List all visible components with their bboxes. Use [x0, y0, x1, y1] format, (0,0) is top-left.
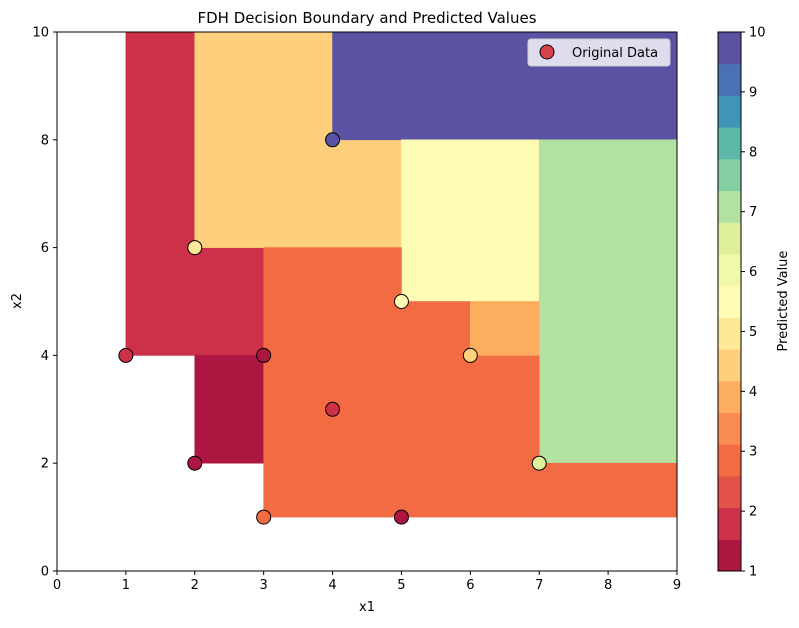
x-tick-label: 5 — [397, 578, 405, 593]
data-point — [256, 347, 272, 363]
x-tick-label: 9 — [673, 578, 681, 593]
colorbar-band — [718, 444, 741, 477]
colorbar-tick-label: 3 — [749, 445, 757, 460]
data-point — [531, 455, 547, 471]
colorbar-tick-label: 6 — [749, 265, 757, 280]
colorbar-tick-label: 7 — [749, 205, 757, 220]
x-tick-label: 2 — [191, 578, 199, 593]
colorbar-band — [718, 190, 741, 223]
decision-region — [401, 355, 540, 518]
y-tick-label: 10 — [32, 26, 49, 41]
colorbar-band — [718, 285, 741, 318]
colorbar-band — [718, 317, 741, 350]
data-point — [256, 509, 272, 525]
x-tick-label: 0 — [53, 578, 61, 593]
legend-marker — [539, 44, 555, 60]
data-point — [393, 509, 409, 525]
decision-region — [194, 247, 264, 356]
x-tick-label: 4 — [328, 578, 336, 593]
decision-region — [538, 139, 678, 464]
legend: Original Data — [527, 38, 671, 67]
colorbar-band — [718, 349, 741, 382]
decision-region — [194, 31, 333, 248]
decision-region — [263, 247, 402, 518]
data-point — [393, 294, 409, 309]
colorbar-band — [718, 127, 741, 160]
colorbar-band — [718, 475, 741, 509]
decision-region — [125, 31, 196, 356]
data-point — [325, 401, 341, 417]
colorbar-tick-label: 4 — [749, 385, 757, 400]
colorbar-tick-label: 1 — [749, 565, 757, 580]
colorbar-band — [718, 63, 741, 96]
colorbar-tick-label: 8 — [749, 145, 757, 160]
colorbar-band — [718, 253, 741, 287]
colorbar-ticks: 1 2 3 4 5 6 7 8 9 10 — [741, 26, 766, 580]
data-point — [187, 240, 203, 256]
decision-region — [332, 139, 402, 248]
colorbar-band — [718, 539, 741, 572]
legend-box — [527, 38, 671, 67]
y-tick-label: 0 — [41, 565, 49, 580]
data-point — [118, 347, 134, 363]
colorbar-tick-label: 9 — [749, 85, 757, 100]
x-tick-label: 1 — [122, 578, 130, 593]
x-axis-ticks: 0 1 2 3 4 5 6 7 8 9 — [53, 571, 681, 593]
colorbar-band — [718, 507, 741, 540]
colorbar — [718, 32, 741, 572]
decision-region — [194, 355, 264, 464]
legend-label: Original Data — [572, 46, 658, 61]
x-axis-label: x1 — [359, 600, 375, 615]
x-tick-label: 8 — [604, 578, 612, 593]
decision-region — [401, 301, 471, 356]
decision-region — [470, 301, 540, 356]
y-tick-label: 2 — [41, 457, 49, 472]
decision-regions — [125, 31, 678, 518]
y-axis-label: x2 — [10, 293, 25, 309]
colorbar-band — [718, 95, 741, 128]
decision-region — [538, 462, 678, 518]
y-tick-label: 8 — [41, 133, 49, 148]
y-tick-label: 6 — [41, 241, 49, 256]
colorbar-band — [718, 380, 741, 413]
colorbar-label: Predicted Value — [776, 251, 791, 352]
x-tick-label: 7 — [535, 578, 543, 593]
colorbar-band — [718, 158, 741, 192]
data-point — [325, 132, 341, 148]
y-axis-ticks: 0 2 4 6 8 10 — [32, 26, 57, 580]
colorbar-frame — [717, 31, 742, 572]
colorbar-tick-label: 5 — [749, 325, 757, 340]
y-tick-label: 4 — [41, 349, 49, 364]
x-tick-label: 6 — [466, 578, 474, 593]
colorbar-tick-label: 10 — [749, 26, 766, 41]
data-point — [187, 455, 203, 471]
chart-title: FDH Decision Boundary and Predicted Valu… — [197, 9, 536, 27]
colorbar-band — [718, 412, 741, 445]
decision-region — [401, 139, 540, 302]
colorbar-band — [718, 222, 741, 255]
data-points — [118, 132, 547, 525]
x-tick-label: 3 — [260, 578, 268, 593]
colorbar-band — [718, 32, 741, 65]
plot-frame — [56, 31, 678, 572]
data-point — [462, 347, 478, 363]
colorbar-tick-label: 2 — [749, 505, 757, 520]
